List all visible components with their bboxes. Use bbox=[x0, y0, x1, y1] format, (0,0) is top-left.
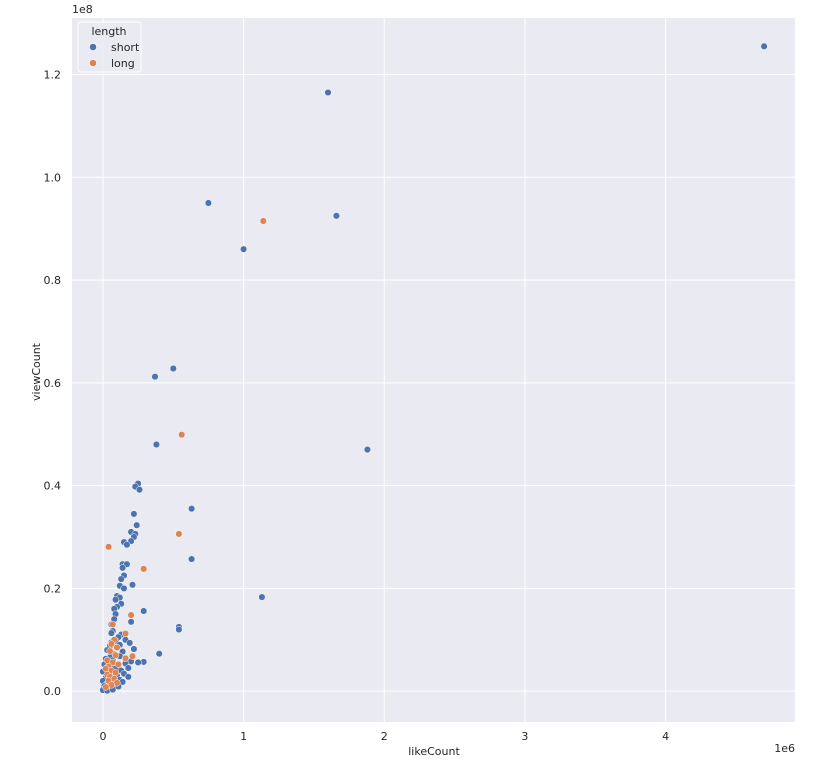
data-point-short bbox=[112, 596, 120, 604]
data-point-long bbox=[128, 652, 137, 660]
data-point-short bbox=[107, 629, 115, 637]
data-point-long bbox=[113, 643, 121, 652]
legend-label-long: long bbox=[111, 57, 135, 70]
x-tick-labels: 0 1 2 3 4 bbox=[99, 730, 669, 743]
data-point-long bbox=[175, 530, 183, 538]
data-point-long bbox=[109, 620, 117, 628]
data-point-short bbox=[134, 658, 142, 666]
data-point-short bbox=[188, 505, 196, 513]
legend-title: length bbox=[91, 25, 126, 38]
x-tick-label: 4 bbox=[662, 730, 669, 743]
x-axis-label: likeCount bbox=[408, 745, 460, 758]
y-tick-labels: 0.0 0.2 0.4 0.6 0.8 1.0 1.2 bbox=[44, 69, 62, 699]
data-point-long bbox=[112, 651, 120, 659]
data-point-short bbox=[240, 245, 248, 253]
data-point-long bbox=[114, 660, 122, 668]
data-point-short bbox=[135, 486, 144, 494]
data-point-short bbox=[123, 541, 131, 549]
data-point-short bbox=[120, 584, 128, 592]
data-point-long bbox=[259, 217, 267, 225]
y-tick-label: 0.6 bbox=[44, 377, 62, 390]
data-points bbox=[99, 42, 768, 695]
data-point-short bbox=[128, 581, 137, 589]
data-point-long bbox=[102, 683, 110, 691]
data-point-short bbox=[124, 664, 132, 672]
x-tick-label: 0 bbox=[99, 730, 106, 743]
data-point-long bbox=[107, 640, 115, 648]
legend: length short long bbox=[77, 21, 142, 73]
data-point-long bbox=[105, 543, 113, 551]
y-offset-label: 1e8 bbox=[72, 3, 93, 16]
data-point-short bbox=[117, 575, 125, 583]
y-tick-label: 0.4 bbox=[44, 480, 62, 493]
data-point-long bbox=[121, 630, 130, 638]
gridlines bbox=[72, 18, 795, 722]
data-point-long bbox=[178, 431, 186, 439]
y-tick-label: 0.2 bbox=[44, 582, 62, 595]
legend-label-short: short bbox=[111, 41, 140, 54]
data-point-short bbox=[126, 639, 134, 647]
data-point-short bbox=[130, 645, 138, 653]
data-point-short bbox=[133, 521, 141, 529]
data-point-short bbox=[258, 593, 266, 601]
data-point-short bbox=[124, 673, 132, 681]
y-axis-label: viewCount bbox=[30, 342, 43, 401]
data-point-short bbox=[127, 618, 135, 626]
data-point-short bbox=[760, 42, 768, 50]
data-point-short bbox=[140, 607, 148, 615]
x-tick-label: 1 bbox=[240, 730, 247, 743]
x-offset-label: 1e6 bbox=[774, 742, 795, 755]
y-tick-label: 1.0 bbox=[44, 171, 62, 184]
legend-marker-short bbox=[89, 43, 97, 51]
data-point-short bbox=[155, 650, 163, 658]
y-tick-label: 0.8 bbox=[44, 274, 62, 287]
data-point-short bbox=[151, 373, 159, 381]
data-point-short bbox=[363, 446, 371, 454]
y-tick-label: 1.2 bbox=[44, 69, 62, 82]
data-point-long bbox=[140, 565, 148, 573]
data-point-long bbox=[127, 611, 135, 619]
data-point-long bbox=[112, 669, 120, 677]
x-tick-label: 3 bbox=[521, 730, 528, 743]
data-point-short bbox=[175, 625, 183, 634]
data-point-short bbox=[324, 88, 332, 97]
plot-background bbox=[72, 18, 795, 722]
x-tick-label: 2 bbox=[381, 730, 388, 743]
data-point-short bbox=[332, 212, 340, 220]
data-point-long bbox=[121, 654, 130, 662]
data-point-long bbox=[106, 647, 114, 655]
data-point-short bbox=[188, 555, 196, 563]
data-point-short bbox=[152, 440, 160, 449]
data-point-short bbox=[130, 510, 138, 518]
data-point-short bbox=[119, 564, 127, 572]
legend-marker-long bbox=[89, 59, 97, 67]
data-point-short bbox=[169, 364, 177, 373]
y-tick-label: 0.0 bbox=[44, 685, 62, 698]
data-point-short bbox=[204, 199, 212, 207]
